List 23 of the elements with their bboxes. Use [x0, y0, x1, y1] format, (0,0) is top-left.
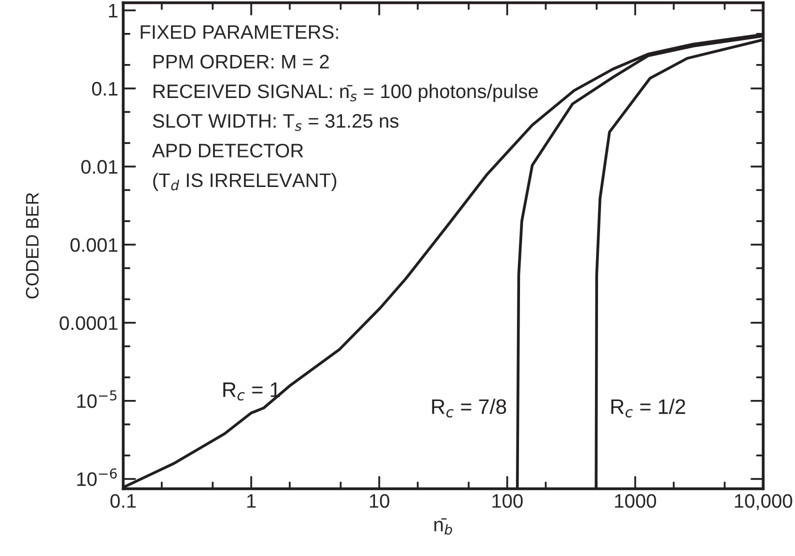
y-tick-label: 1 [109, 4, 118, 18]
x-tick-label: 0.1 [110, 494, 136, 508]
annotation: PPM ORDER: M = 2 [154, 54, 329, 69]
annotation: RECEIVED SIGNAL: n̄$_{s}$ = 100 photons/pulse [154, 84, 538, 102]
x-tick-label: 1000 [615, 494, 656, 508]
y-tick-label: 10$^{−5}$ [77, 390, 116, 408]
x-axis-title: n̄$_{b}$ [434, 518, 452, 535]
y-tick-label: 0.001 [70, 238, 118, 252]
annotation: (T$_{d}$ IS IRRELEVANT) [153, 172, 336, 191]
y-tick-label: 0.0001 [60, 316, 118, 330]
annotation: SLOT WIDTH: T$_{s}$ = 31.25 ns [152, 114, 398, 132]
annotation: FIXED PARAMETERS: [140, 25, 338, 39]
x-tick-label: 1 [247, 494, 256, 508]
x-tick-label: 100 [492, 494, 523, 508]
y-tick-label: 0.01 [81, 160, 118, 174]
y-axis-title: CODED BER [26, 192, 39, 299]
y-tick-label: 0.1 [92, 82, 118, 96]
y-tick-label: 10$^{−6}$ [77, 468, 117, 486]
annotation: APD DETECTOR [152, 144, 304, 158]
x-tick-label: 10 [370, 494, 390, 508]
series-label: R$_{c}$ = 1/2 [611, 398, 686, 418]
x-tick-label: 10,000 [734, 494, 792, 510]
series-label: R$_{c}$ = 7/8 [432, 398, 506, 418]
